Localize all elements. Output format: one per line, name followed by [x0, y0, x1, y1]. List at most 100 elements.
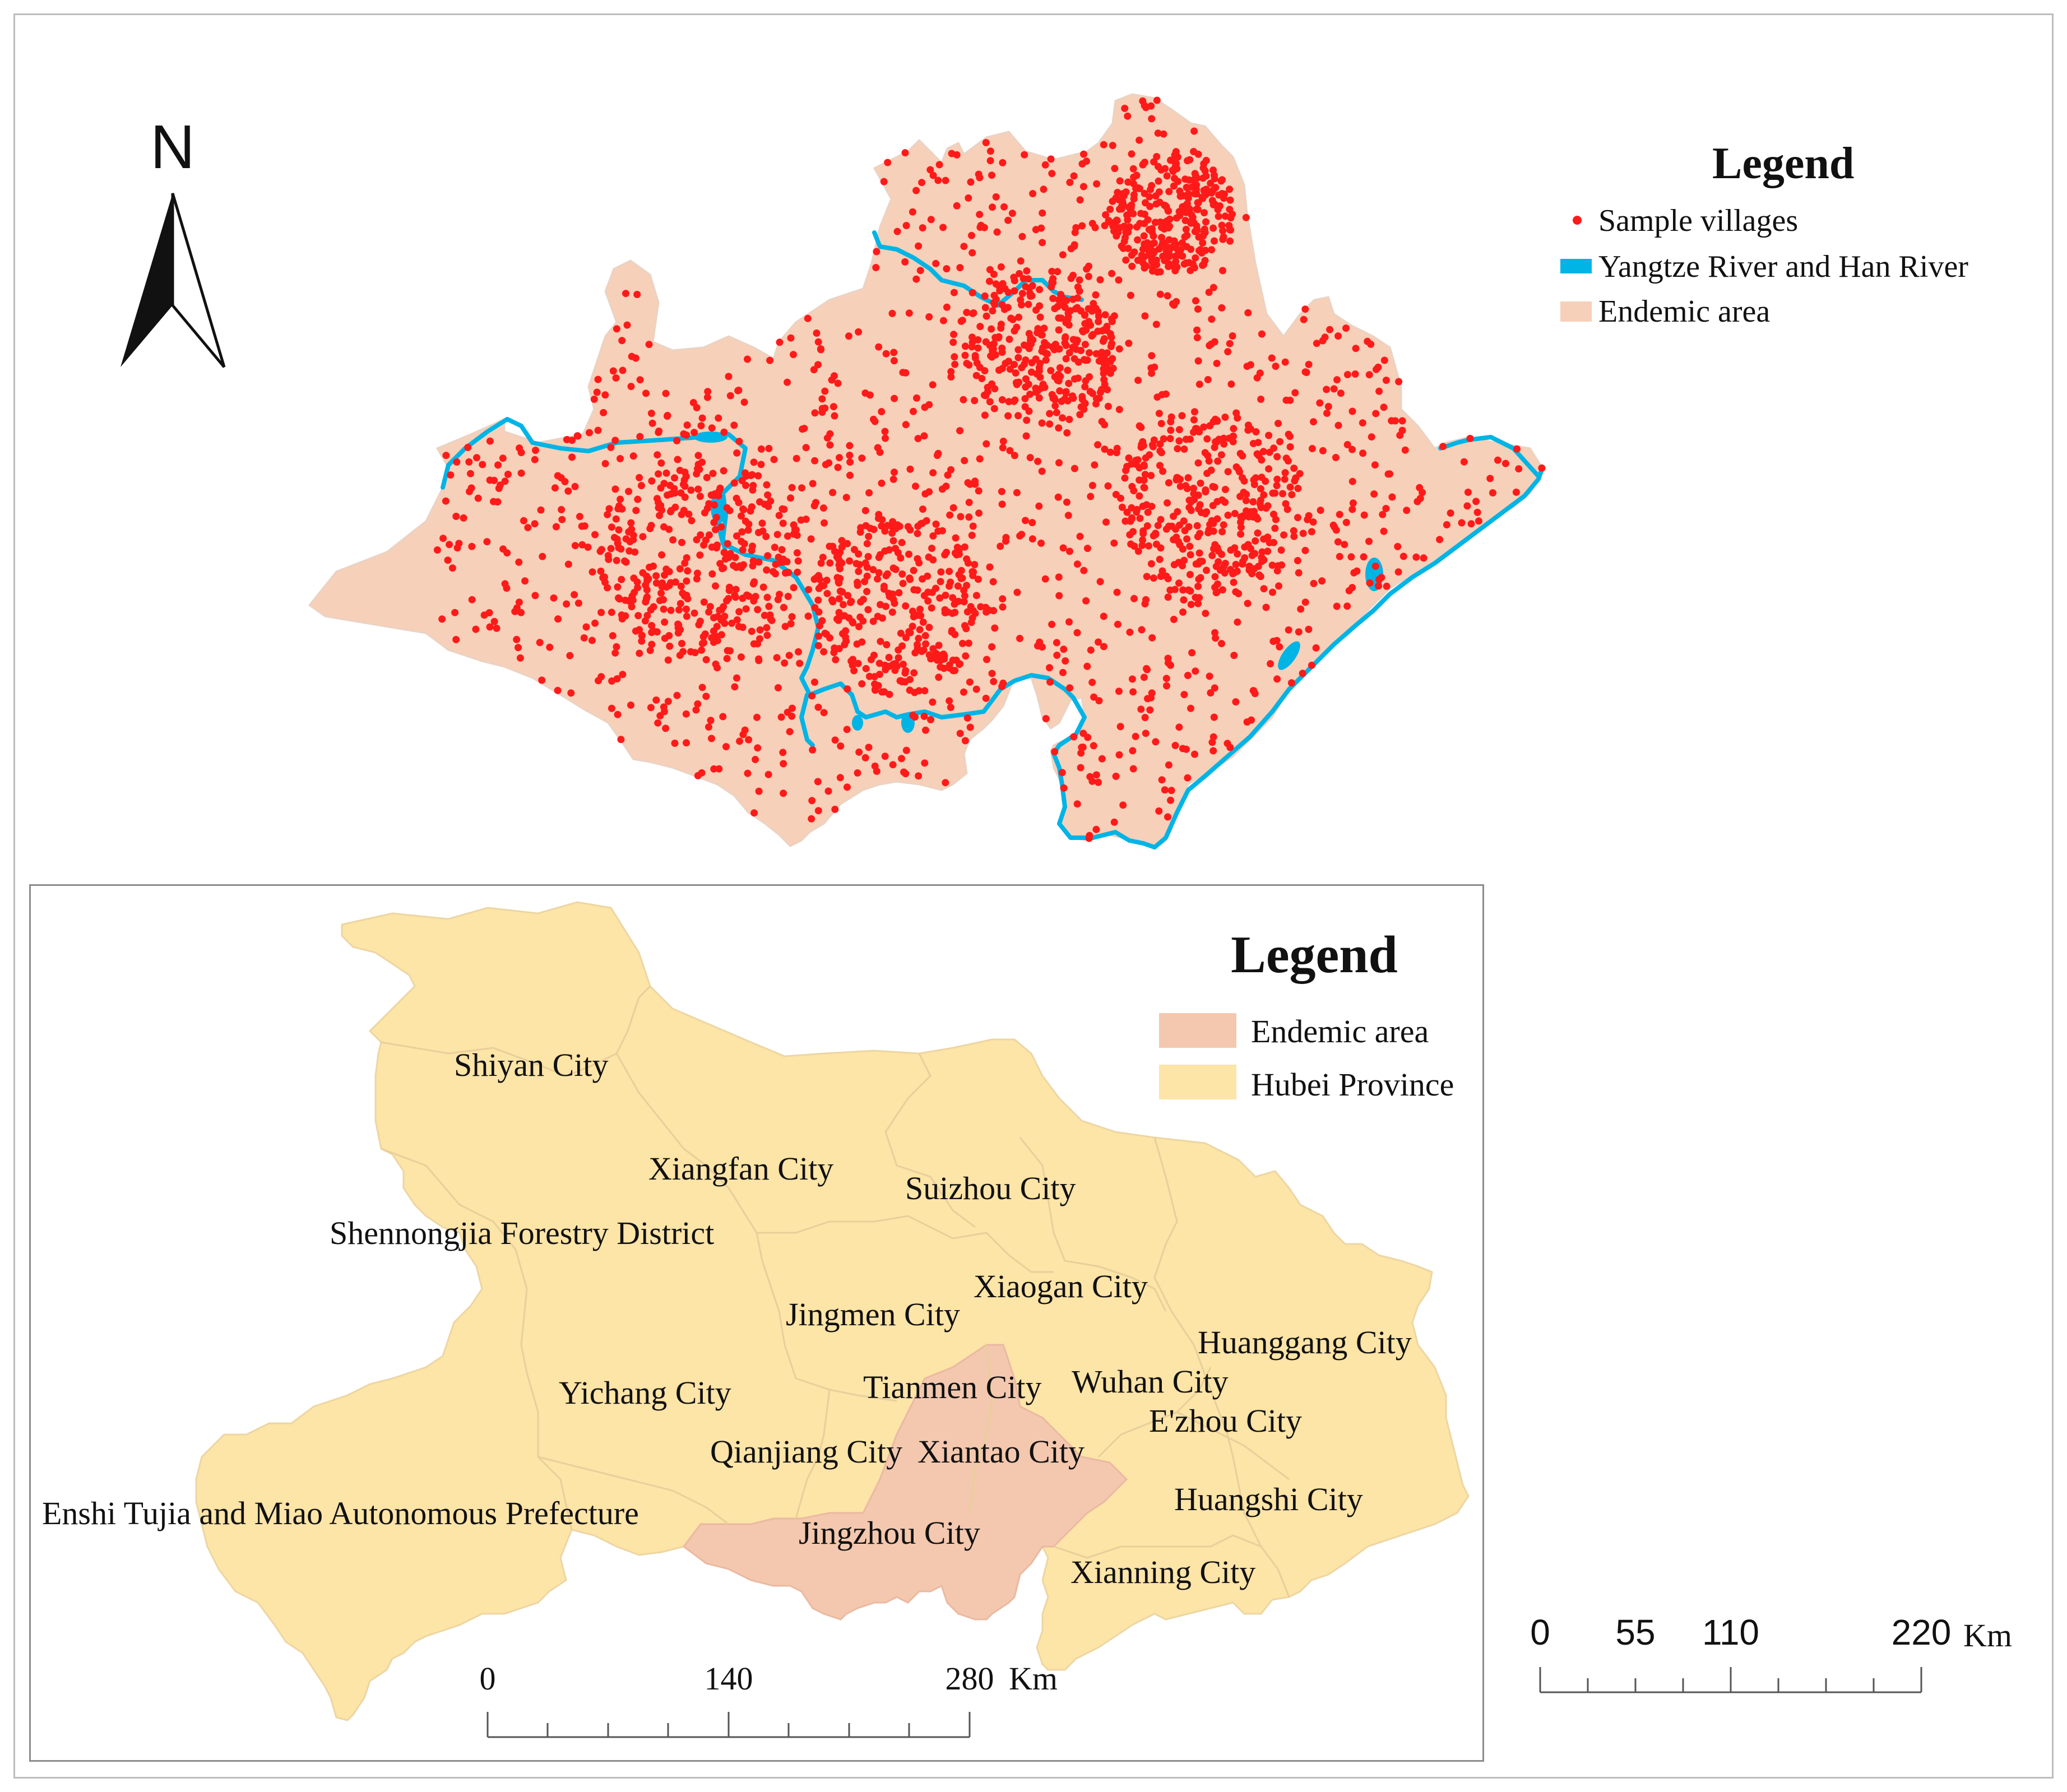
village-dot	[468, 596, 476, 603]
village-dot	[1134, 377, 1142, 384]
village-dot	[1182, 435, 1190, 443]
village-dot	[947, 466, 954, 473]
hubei-province-map	[195, 901, 1470, 1721]
village-dot	[1085, 262, 1092, 270]
village-dot	[1489, 489, 1496, 496]
village-dot	[980, 224, 988, 231]
village-dot	[1195, 575, 1203, 583]
main-legend-item-rivers: Yangtze River and Han River	[1598, 249, 1968, 284]
village-dot	[861, 754, 869, 762]
village-dot	[902, 421, 910, 429]
village-dot	[744, 526, 752, 534]
village-dot	[1133, 508, 1141, 516]
village-dot	[755, 787, 763, 795]
village-dot	[1239, 452, 1246, 460]
village-dot	[712, 526, 720, 533]
village-dot	[1301, 546, 1309, 554]
village-dot	[1171, 174, 1178, 182]
village-dot	[1336, 510, 1343, 518]
village-dot	[704, 388, 712, 396]
village-dot	[1237, 530, 1245, 538]
village-dot	[764, 552, 772, 560]
village-dot	[733, 532, 740, 540]
village-dot	[922, 726, 929, 734]
village-dot	[1047, 366, 1055, 374]
village-dot	[1038, 419, 1046, 427]
village-dot	[1193, 174, 1201, 182]
village-dot	[1091, 461, 1099, 469]
village-dot	[1063, 498, 1070, 506]
village-dot	[1152, 200, 1160, 208]
north-arrow-letter: N	[150, 113, 194, 182]
village-dot	[1034, 387, 1042, 394]
village-dot	[1211, 541, 1219, 549]
village-dot	[1167, 787, 1175, 795]
village-dot	[700, 639, 708, 647]
village-dot	[636, 626, 643, 634]
village-dot	[968, 231, 975, 239]
village-dot	[1146, 706, 1154, 714]
village-dot	[1117, 494, 1124, 502]
village-dot	[965, 361, 973, 369]
village-dot	[1271, 524, 1279, 532]
village-dot	[1194, 600, 1202, 607]
village-dot	[961, 592, 968, 600]
inset-scale-tick-140: 140	[705, 1660, 753, 1697]
village-dot	[676, 600, 684, 607]
village-dot	[1215, 203, 1222, 211]
village-dot	[1232, 560, 1240, 568]
village-dot	[1121, 517, 1129, 525]
village-dot	[874, 444, 882, 452]
village-dot	[1183, 485, 1191, 493]
village-dot	[615, 594, 622, 602]
village-dot	[1194, 357, 1202, 365]
village-dot	[766, 356, 774, 364]
village-dot	[730, 561, 738, 569]
village-dot	[1213, 417, 1221, 424]
village-dot	[1055, 326, 1063, 334]
village-dot	[1203, 470, 1211, 477]
village-dot	[467, 484, 475, 492]
village-dot	[757, 445, 765, 453]
village-dot	[442, 452, 450, 459]
village-dot	[1473, 508, 1481, 516]
village-dot	[1249, 513, 1257, 521]
village-dot	[1166, 215, 1174, 223]
village-dot	[1070, 241, 1078, 249]
village-dot	[733, 449, 741, 457]
village-dot	[953, 151, 961, 159]
village-dot	[1130, 542, 1138, 550]
village-dot	[1130, 191, 1138, 199]
village-dot	[1156, 462, 1164, 470]
village-dot	[1176, 187, 1184, 195]
village-dot	[1170, 512, 1178, 520]
village-dot	[889, 590, 897, 598]
village-dot	[1244, 426, 1252, 434]
village-dot	[1104, 482, 1112, 490]
village-dot	[976, 211, 984, 219]
village-dot	[1229, 438, 1237, 445]
village-dot	[607, 444, 615, 451]
village-dot	[516, 654, 524, 662]
village-dot	[632, 354, 639, 362]
village-dot	[1090, 742, 1097, 750]
village-dot	[820, 648, 828, 656]
village-dot	[1317, 507, 1324, 514]
village-dot	[971, 561, 979, 569]
village-dot	[770, 568, 777, 575]
village-dot	[1101, 421, 1109, 429]
village-dot	[1022, 432, 1030, 440]
village-dot	[1065, 379, 1073, 387]
village-dot	[1240, 477, 1248, 485]
village-dot	[925, 624, 933, 632]
village-dot	[1283, 505, 1291, 513]
village-dot	[730, 479, 738, 487]
village-dot	[770, 456, 778, 463]
village-dot	[818, 395, 826, 403]
village-dot	[1062, 341, 1070, 349]
village-dot	[1262, 504, 1270, 512]
village-dot	[757, 461, 765, 468]
village-dot	[601, 459, 609, 467]
village-dot	[1112, 772, 1120, 780]
city-label-wuhan: Wuhan City	[1072, 1363, 1229, 1400]
